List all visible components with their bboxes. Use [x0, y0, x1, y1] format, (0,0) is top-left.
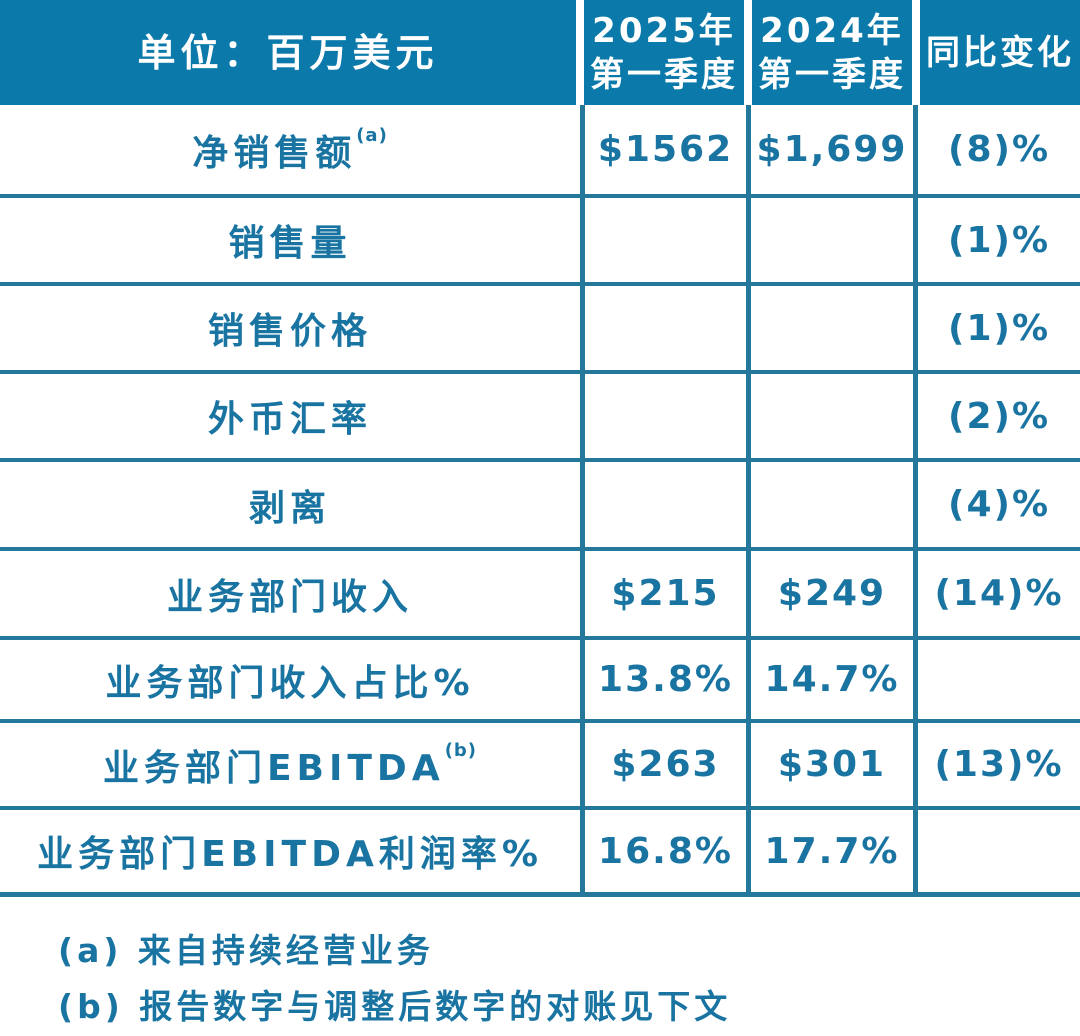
- value-2024-cell: [746, 462, 913, 547]
- value-2025-cell: 16.8%: [580, 810, 746, 892]
- header-2024-quarter: 第一季度: [758, 54, 906, 95]
- header-cell-yoy: 同比变化: [920, 0, 1080, 105]
- header-yoy-label: 同比变化: [926, 32, 1074, 73]
- value-2025-cell: [580, 286, 746, 370]
- table-row-sales-price: 销售价格 (1)%: [0, 286, 1080, 374]
- value-yoy-cell: (1)%: [913, 198, 1080, 282]
- row-label: 销售量: [228, 223, 352, 264]
- row-label-cell: 外币汇率: [0, 374, 580, 458]
- table-row-sales-volume: 销售量 (1)%: [0, 198, 1080, 286]
- table-row-segment-income-pct: 业务部门收入占比% 13.8% 14.7%: [0, 640, 1080, 723]
- footnotes: (a) 来自持续经营业务 (b) 报告数字与调整后数字的对账见下文: [58, 923, 1080, 1035]
- value-2024-cell: 17.7%: [746, 810, 913, 892]
- row-label-cell: 业务部门EBITDA (b): [0, 723, 580, 806]
- header-2025-quarter: 第一季度: [590, 54, 738, 95]
- table-row-net-sales: 净销售额 (a) $1562 $1,699 (8)%: [0, 105, 1080, 198]
- table-header-row: 单位：百万美元 2025年 第一季度 2024年 第一季度 同比变化: [0, 0, 1080, 105]
- table-row-segment-ebitda: 业务部门EBITDA (b) $263 $301 (13)%: [0, 723, 1080, 810]
- unit-label: 单位：百万美元: [137, 30, 439, 75]
- value-2024-cell: $249: [746, 551, 913, 636]
- row-label-cell: 业务部门收入占比%: [0, 640, 580, 719]
- value-yoy-cell: (2)%: [913, 374, 1080, 458]
- row-label: 净销售额: [192, 132, 357, 174]
- footnote-b: (b) 报告数字与调整后数字的对账见下文: [58, 987, 732, 1026]
- value-2025-cell: [580, 374, 746, 458]
- value-2025-cell: [580, 198, 746, 282]
- value-yoy-cell: [913, 640, 1080, 719]
- row-label-cell: 业务部门EBITDA利润率%: [0, 810, 580, 892]
- header-cell-q1-2024: 2024年 第一季度: [752, 0, 912, 105]
- row-label-cell: 净销售额 (a): [0, 105, 580, 194]
- value-2024-cell: 14.7%: [746, 640, 913, 719]
- value-2024-cell: [746, 198, 913, 282]
- row-label-cell: 业务部门收入: [0, 551, 580, 636]
- row-label: 业务部门EBITDA: [102, 747, 445, 789]
- value-2025-cell: [580, 462, 746, 547]
- header-cell-q1-2025: 2025年 第一季度: [584, 0, 744, 105]
- value-yoy-cell: (8)%: [913, 105, 1080, 194]
- header-2024-year: 2024年: [760, 10, 904, 51]
- row-label: 销售价格: [207, 311, 372, 352]
- value-yoy-cell: (4)%: [913, 462, 1080, 547]
- table-row-segment-income: 业务部门收入 $215 $249 (14)%: [0, 551, 1080, 640]
- row-label-cell: 销售量: [0, 198, 580, 282]
- row-label-cell: 剥离: [0, 462, 580, 547]
- value-2024-cell: $1,699: [746, 105, 913, 194]
- value-2025-cell: $1562: [580, 105, 746, 194]
- table-body: 净销售额 (a) $1562 $1,699 (8)% 销售量 (1)% 销售价格 …: [0, 105, 1080, 897]
- footnote-a: (a) 来自持续经营业务: [58, 931, 434, 970]
- value-2025-cell: $263: [580, 723, 746, 806]
- row-label: 剥离: [248, 487, 331, 529]
- table-row-divestiture: 剥离 (4)%: [0, 462, 1080, 551]
- value-yoy-cell: (1)%: [913, 286, 1080, 370]
- value-2024-cell: $301: [746, 723, 913, 806]
- value-2025-cell: 13.8%: [580, 640, 746, 719]
- row-label: 业务部门收入: [166, 576, 413, 618]
- table-row-fx-rate: 外币汇率 (2)%: [0, 374, 1080, 462]
- row-label: 业务部门EBITDA利润率%: [37, 834, 543, 875]
- table-row-segment-ebitda-margin: 业务部门EBITDA利润率% 16.8% 17.7%: [0, 810, 1080, 897]
- row-label: 业务部门收入占比%: [105, 662, 475, 704]
- value-2025-cell: $215: [580, 551, 746, 636]
- header-cell-unit: 单位：百万美元: [0, 0, 576, 105]
- row-label: 外币汇率: [207, 399, 372, 440]
- value-yoy-cell: (13)%: [913, 723, 1080, 806]
- value-yoy-cell: [913, 810, 1080, 892]
- header-2025-year: 2025年: [592, 10, 736, 51]
- footnote-marker: (b): [444, 740, 478, 761]
- value-2024-cell: [746, 286, 913, 370]
- row-label-cell: 销售价格: [0, 286, 580, 370]
- value-2024-cell: [746, 374, 913, 458]
- value-yoy-cell: (14)%: [913, 551, 1080, 636]
- footnote-marker: (a): [356, 125, 388, 146]
